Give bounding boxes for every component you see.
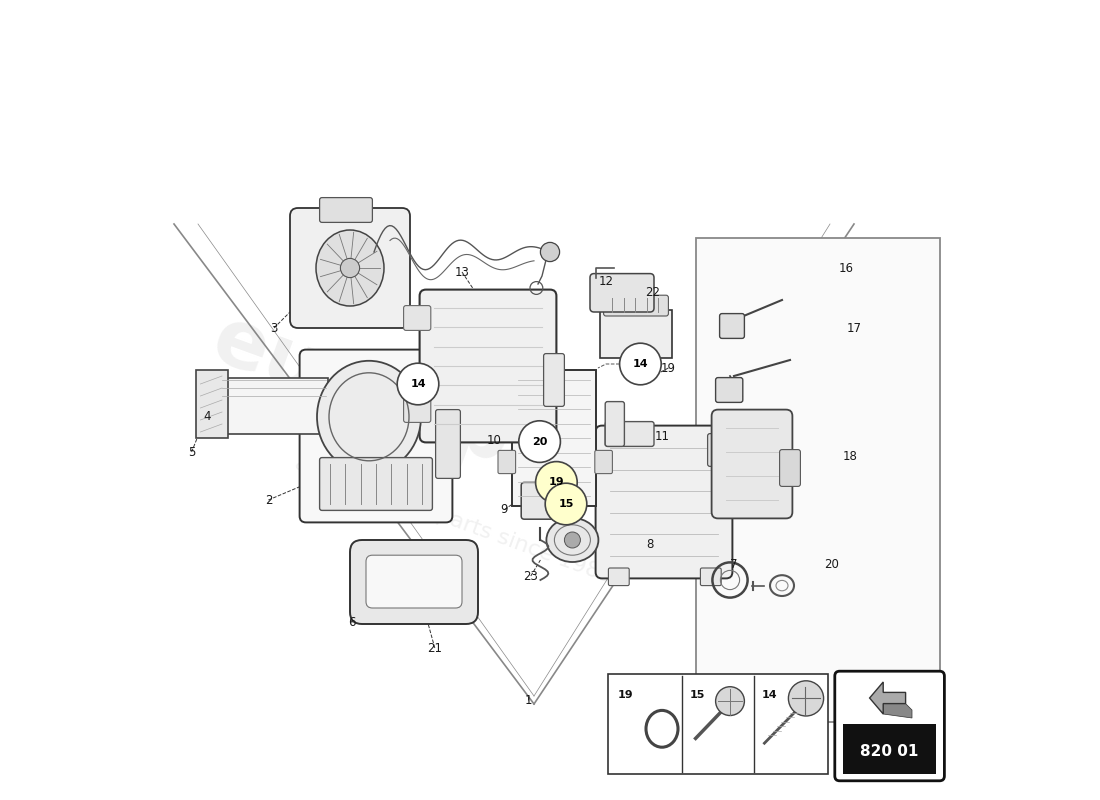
Circle shape <box>619 343 661 385</box>
FancyBboxPatch shape <box>211 378 329 434</box>
Text: 8: 8 <box>647 538 653 550</box>
Text: 12: 12 <box>598 275 614 288</box>
FancyBboxPatch shape <box>605 422 654 446</box>
FancyBboxPatch shape <box>780 450 801 486</box>
FancyBboxPatch shape <box>595 450 613 474</box>
Circle shape <box>536 462 578 503</box>
FancyBboxPatch shape <box>605 402 625 446</box>
Text: 19: 19 <box>661 362 675 374</box>
FancyBboxPatch shape <box>543 354 564 406</box>
FancyBboxPatch shape <box>350 540 478 624</box>
FancyBboxPatch shape <box>600 310 672 358</box>
Text: 13: 13 <box>454 266 470 278</box>
FancyBboxPatch shape <box>701 568 722 586</box>
Polygon shape <box>883 704 912 718</box>
Text: 15: 15 <box>690 690 705 701</box>
Text: 7: 7 <box>730 558 738 570</box>
FancyBboxPatch shape <box>320 458 432 510</box>
Text: 21: 21 <box>427 642 442 654</box>
FancyBboxPatch shape <box>595 426 733 578</box>
FancyBboxPatch shape <box>719 314 745 338</box>
Text: 1: 1 <box>525 694 532 706</box>
Text: 10: 10 <box>486 434 502 446</box>
FancyBboxPatch shape <box>404 306 431 330</box>
FancyBboxPatch shape <box>197 370 228 438</box>
FancyBboxPatch shape <box>419 290 557 442</box>
FancyBboxPatch shape <box>436 410 461 478</box>
FancyBboxPatch shape <box>590 274 654 312</box>
Circle shape <box>789 681 824 716</box>
Text: 6: 6 <box>348 616 355 629</box>
FancyBboxPatch shape <box>716 378 742 402</box>
Text: 16: 16 <box>838 262 854 274</box>
Text: 15: 15 <box>559 499 574 509</box>
Ellipse shape <box>316 230 384 306</box>
Text: 20: 20 <box>824 558 839 570</box>
Ellipse shape <box>317 361 421 473</box>
Text: 3: 3 <box>271 322 277 334</box>
Text: 14: 14 <box>410 379 426 389</box>
FancyBboxPatch shape <box>498 450 516 474</box>
FancyBboxPatch shape <box>320 198 373 222</box>
Text: eurospares: eurospares <box>201 300 706 548</box>
Text: 4: 4 <box>204 410 211 422</box>
FancyBboxPatch shape <box>290 208 410 328</box>
Text: a passion for parts since 1985: a passion for parts since 1985 <box>293 453 616 587</box>
FancyBboxPatch shape <box>707 434 733 466</box>
FancyBboxPatch shape <box>521 482 572 519</box>
FancyBboxPatch shape <box>608 568 629 586</box>
FancyBboxPatch shape <box>695 238 940 722</box>
Circle shape <box>397 363 439 405</box>
Ellipse shape <box>547 518 598 562</box>
Circle shape <box>519 421 560 462</box>
FancyBboxPatch shape <box>712 410 792 518</box>
Circle shape <box>716 686 745 715</box>
Text: 11: 11 <box>654 430 670 442</box>
Text: 20: 20 <box>532 437 548 446</box>
FancyBboxPatch shape <box>604 295 669 316</box>
FancyBboxPatch shape <box>608 674 827 774</box>
Text: 820 01: 820 01 <box>860 745 918 759</box>
Circle shape <box>564 532 581 548</box>
Text: 18: 18 <box>843 450 857 462</box>
Text: 14: 14 <box>762 690 778 701</box>
FancyBboxPatch shape <box>366 555 462 608</box>
Text: 17: 17 <box>847 322 861 334</box>
FancyBboxPatch shape <box>512 370 596 506</box>
Text: 23: 23 <box>524 570 538 582</box>
FancyBboxPatch shape <box>843 724 936 774</box>
Text: 19: 19 <box>549 478 564 487</box>
FancyBboxPatch shape <box>299 350 452 522</box>
Text: 22: 22 <box>645 286 660 298</box>
FancyBboxPatch shape <box>835 671 945 781</box>
FancyBboxPatch shape <box>404 398 431 422</box>
Text: 14: 14 <box>632 359 648 369</box>
Text: 2: 2 <box>265 494 272 506</box>
Text: 9: 9 <box>500 503 508 516</box>
Text: 19: 19 <box>618 690 634 701</box>
Circle shape <box>546 483 586 525</box>
Circle shape <box>340 258 360 278</box>
Text: 5: 5 <box>188 446 196 458</box>
Polygon shape <box>870 682 905 714</box>
Circle shape <box>540 242 560 262</box>
